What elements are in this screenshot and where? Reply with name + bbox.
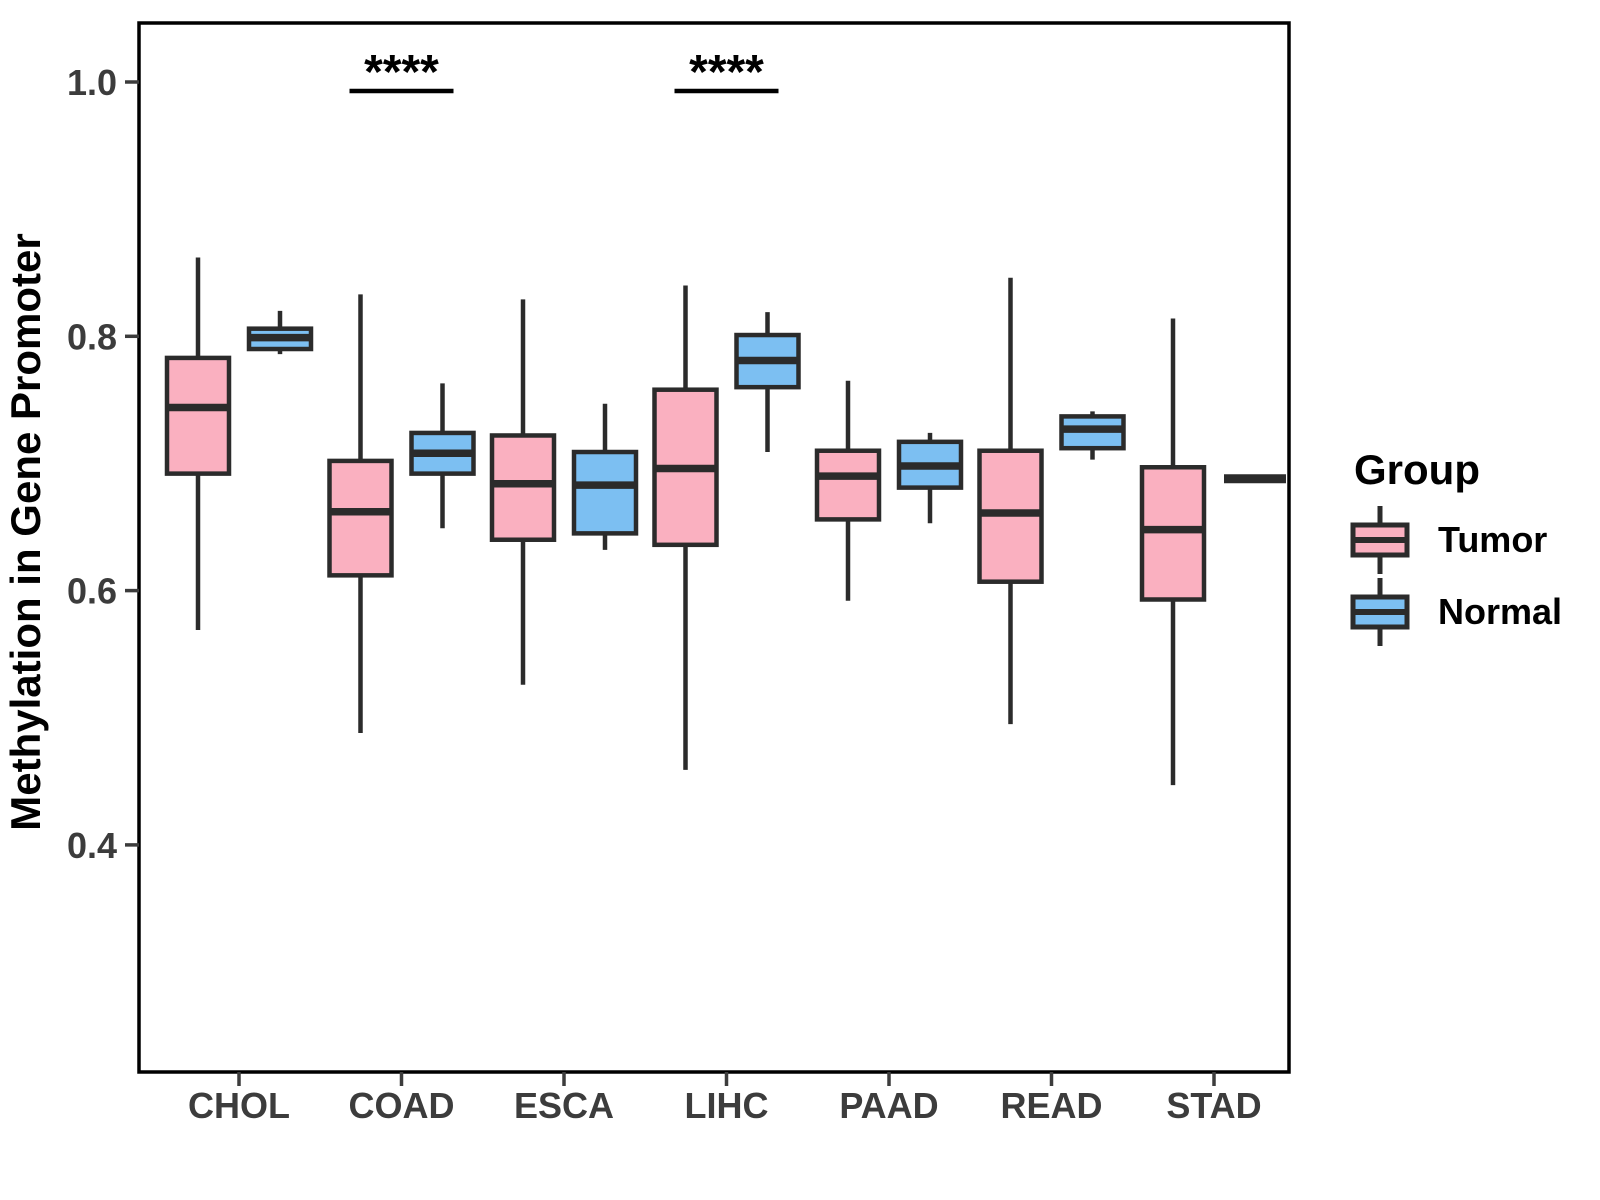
- x-tick-label: STAD: [1166, 1085, 1261, 1126]
- legend-items: Tumor Normal: [1348, 504, 1562, 648]
- legend-title: Group: [1354, 446, 1480, 493]
- significance-stars: ****: [364, 46, 439, 99]
- box: [1139, 465, 1207, 602]
- boxplot-glyph-icon: [1350, 578, 1410, 646]
- legend-item-tumor: Tumor: [1348, 504, 1562, 576]
- x-tick-label: ESCA: [514, 1085, 614, 1126]
- x-tick-label: PAAD: [839, 1085, 938, 1126]
- box: [489, 433, 557, 542]
- panel-border: [137, 21, 1291, 1074]
- box: [571, 449, 639, 536]
- legend-item-label: Normal: [1438, 591, 1563, 632]
- boxplot-glyph-icon: [1350, 506, 1410, 574]
- box: [814, 448, 882, 522]
- x-tick-label: CHOL: [188, 1085, 290, 1126]
- x-tick-label: COAD: [349, 1085, 455, 1126]
- y-axis-title: Methylation in Gene Promoter: [2, 233, 49, 830]
- legend-item-normal: Normal: [1348, 576, 1562, 648]
- y-tick-label: 0.8: [67, 316, 117, 357]
- x-tick-label: READ: [1000, 1085, 1102, 1126]
- y-tick-label: 0.4: [67, 825, 117, 866]
- legend-item-label: Tumor: [1438, 519, 1548, 560]
- x-tick-label: LIHC: [685, 1085, 769, 1126]
- y-tick-label: 1.0: [67, 62, 117, 103]
- box: [327, 458, 394, 578]
- box: [164, 355, 232, 476]
- y-tick-label: 0.6: [67, 571, 117, 612]
- legend: Group Tumor Normal: [1348, 446, 1562, 648]
- significance-stars: ****: [689, 46, 764, 99]
